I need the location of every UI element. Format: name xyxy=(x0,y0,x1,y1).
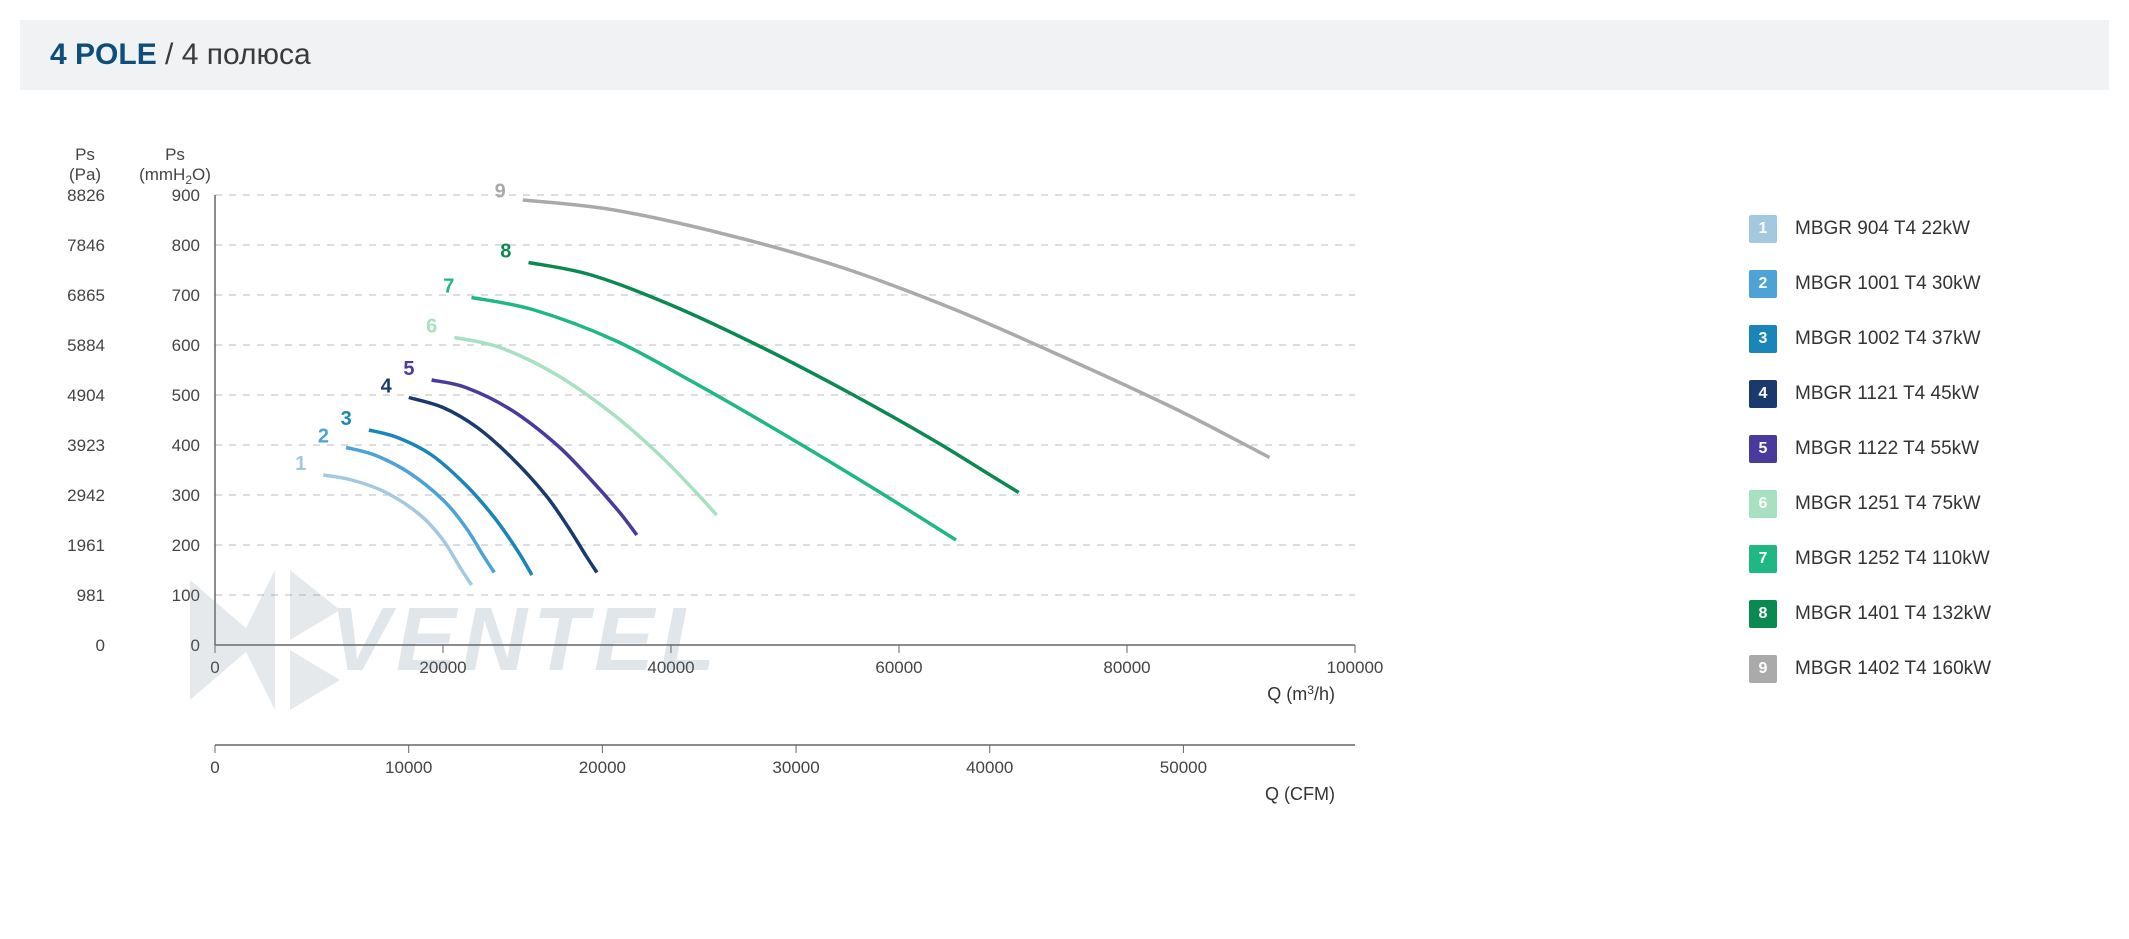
legend-box: 1 xyxy=(1749,215,1777,243)
curve-6 xyxy=(454,338,716,516)
legend-item: 4 MBGR 1121 T4 45kW xyxy=(1749,380,2089,408)
legend-item: 6 MBGR 1251 T4 75kW xyxy=(1749,490,2089,518)
svg-text:0: 0 xyxy=(210,658,219,677)
curve-label-3: 3 xyxy=(341,408,352,430)
legend-item: 1 MBGR 904 T4 22kW xyxy=(1749,215,2089,243)
svg-text:40000: 40000 xyxy=(647,658,694,677)
svg-text:(Pa): (Pa) xyxy=(69,165,101,184)
svg-text:40000: 40000 xyxy=(966,758,1013,777)
legend-box: 2 xyxy=(1749,270,1777,298)
svg-text:3923: 3923 xyxy=(67,436,105,455)
legend-label: MBGR 1121 T4 45kW xyxy=(1795,383,1979,405)
svg-text:Q (CFM): Q (CFM) xyxy=(1265,784,1335,804)
legend-box: 3 xyxy=(1749,325,1777,353)
svg-text:8826: 8826 xyxy=(67,186,105,205)
legend-box: 5 xyxy=(1749,435,1777,463)
svg-text:60000: 60000 xyxy=(875,658,922,677)
legend-item: 2 MBGR 1001 T4 30kW xyxy=(1749,270,2089,298)
svg-text:Ps: Ps xyxy=(165,145,185,164)
curve-label-8: 8 xyxy=(500,241,511,263)
curve-label-2: 2 xyxy=(318,426,329,448)
curve-7 xyxy=(472,298,957,541)
svg-text:0: 0 xyxy=(96,636,105,655)
svg-text:900: 900 xyxy=(172,186,200,205)
legend-box: 4 xyxy=(1749,380,1777,408)
svg-text:100000: 100000 xyxy=(1327,658,1384,677)
svg-text:2942: 2942 xyxy=(67,486,105,505)
title-secondary: / 4 полюса xyxy=(157,38,311,71)
legend-label: MBGR 1002 T4 37kW xyxy=(1795,328,1981,350)
curve-1 xyxy=(323,475,471,585)
svg-text:5884: 5884 xyxy=(67,336,105,355)
svg-text:6865: 6865 xyxy=(67,286,105,305)
legend-box: 9 xyxy=(1749,655,1777,683)
title-primary: 4 POLE xyxy=(50,38,157,71)
legend-item: 3 MBGR 1002 T4 37kW xyxy=(1749,325,2089,353)
curve-label-7: 7 xyxy=(443,276,454,298)
legend-item: 8 MBGR 1401 T4 132kW xyxy=(1749,600,2089,628)
svg-text:800: 800 xyxy=(172,236,200,255)
legend-label: MBGR 1001 T4 30kW xyxy=(1795,273,1981,295)
legend-item: 5 MBGR 1122 T4 55kW xyxy=(1749,435,2089,463)
svg-text:(mmH2O): (mmH2O) xyxy=(139,165,211,187)
svg-text:200: 200 xyxy=(172,536,200,555)
curve-label-4: 4 xyxy=(381,376,393,398)
curve-label-5: 5 xyxy=(403,358,414,380)
svg-text:20000: 20000 xyxy=(419,658,466,677)
svg-text:0: 0 xyxy=(191,636,200,655)
chart-area: 0010098120019613002942400392350049046005… xyxy=(40,140,1420,920)
svg-text:981: 981 xyxy=(77,586,105,605)
svg-text:80000: 80000 xyxy=(1103,658,1150,677)
svg-text:4904: 4904 xyxy=(67,386,105,405)
legend-label: MBGR 1402 T4 160kW xyxy=(1795,658,1991,680)
title-bar: 4 POLE / 4 полюса xyxy=(20,20,2109,90)
chart-svg: 0010098120019613002942400392350049046005… xyxy=(40,140,1420,920)
curve-label-9: 9 xyxy=(495,181,506,203)
curve-label-6: 6 xyxy=(426,316,437,338)
svg-text:600: 600 xyxy=(172,336,200,355)
svg-text:20000: 20000 xyxy=(579,758,626,777)
curve-8 xyxy=(529,263,1019,493)
legend-label: MBGR 1122 T4 55kW xyxy=(1795,438,1979,460)
svg-text:Q (m3/h): Q (m3/h) xyxy=(1267,683,1335,704)
curve-4 xyxy=(409,398,597,573)
svg-text:0: 0 xyxy=(210,758,219,777)
svg-text:100: 100 xyxy=(172,586,200,605)
legend-label: MBGR 1251 T4 75kW xyxy=(1795,493,1981,515)
curve-5 xyxy=(432,380,637,535)
svg-text:1961: 1961 xyxy=(67,536,105,555)
svg-text:300: 300 xyxy=(172,486,200,505)
legend-box: 7 xyxy=(1749,545,1777,573)
legend-box: 8 xyxy=(1749,600,1777,628)
svg-text:30000: 30000 xyxy=(772,758,819,777)
legend-item: 7 MBGR 1252 T4 110kW xyxy=(1749,545,2089,573)
legend-item: 9 MBGR 1402 T4 160kW xyxy=(1749,655,2089,683)
curve-2 xyxy=(346,448,494,573)
svg-text:10000: 10000 xyxy=(385,758,432,777)
legend-box: 6 xyxy=(1749,490,1777,518)
legend-label: MBGR 904 T4 22kW xyxy=(1795,218,1970,240)
svg-text:50000: 50000 xyxy=(1160,758,1207,777)
svg-text:Ps: Ps xyxy=(75,145,95,164)
svg-text:7846: 7846 xyxy=(67,236,105,255)
curve-label-1: 1 xyxy=(295,453,306,475)
svg-text:400: 400 xyxy=(172,436,200,455)
legend-label: MBGR 1401 T4 132kW xyxy=(1795,603,1991,625)
svg-text:500: 500 xyxy=(172,386,200,405)
svg-text:700: 700 xyxy=(172,286,200,305)
legend-label: MBGR 1252 T4 110kW xyxy=(1795,548,1990,570)
legend: 1 MBGR 904 T4 22kW 2 MBGR 1001 T4 30kW 3 MBGR… xyxy=(1749,215,2089,710)
